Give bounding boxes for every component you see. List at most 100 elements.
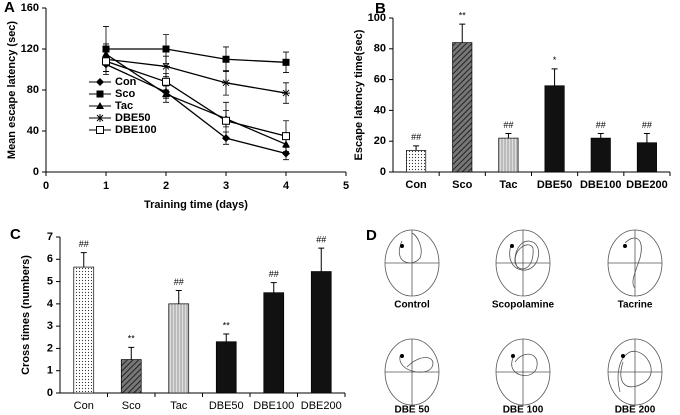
marker <box>96 126 104 134</box>
x-tick-label: 4 <box>283 180 290 192</box>
marker <box>282 58 290 66</box>
caption: Scopolamine <box>492 300 555 311</box>
marker <box>96 114 104 122</box>
error-bar <box>551 68 558 86</box>
x-tick-label: Con <box>405 179 427 191</box>
error-bar <box>318 247 325 272</box>
error-bar <box>643 133 650 143</box>
caption: Control <box>394 300 430 311</box>
line <box>105 60 287 137</box>
bar <box>310 271 332 394</box>
annotation: ## <box>503 120 513 130</box>
y-tick-label: 60 <box>374 74 386 86</box>
panel-letter: A <box>4 0 15 16</box>
y-tick-label: 5 <box>47 275 53 287</box>
legend-label: Con <box>115 76 137 88</box>
marker <box>282 132 290 141</box>
marker <box>222 55 230 63</box>
y-axis-label: Escape latency time(sec) <box>353 29 365 160</box>
marker <box>96 90 104 98</box>
y-axis-label: Cross times (numbers) <box>20 255 32 375</box>
marker <box>222 116 230 125</box>
x-tick-label: 5 <box>343 180 349 192</box>
marker <box>282 89 290 98</box>
bar <box>73 266 95 394</box>
line <box>106 48 287 63</box>
bar <box>263 292 285 394</box>
bar <box>636 142 657 173</box>
x-tick-label: Tac <box>499 179 517 191</box>
bar <box>120 359 142 394</box>
y-tick-label: 0 <box>380 166 386 178</box>
caption: DBE 50 <box>394 405 429 415</box>
y-tick-label: 7 <box>47 231 53 243</box>
x-tick-label: 2 <box>163 180 169 192</box>
line <box>105 63 287 155</box>
y-tick-label: 80 <box>27 84 39 96</box>
panel-letter: C <box>10 226 21 243</box>
x-tick-label: DBE200 <box>626 179 668 191</box>
bar <box>168 303 190 394</box>
x-tick-label: 0 <box>43 180 49 192</box>
y-tick-label: 40 <box>374 104 386 116</box>
y-tick-label: 80 <box>374 43 386 55</box>
marker <box>96 102 104 109</box>
marker <box>162 77 170 86</box>
error-bar <box>80 252 87 268</box>
x-tick-label: Con <box>74 400 94 412</box>
marker <box>96 78 104 86</box>
error-bar <box>175 289 182 304</box>
line <box>105 58 287 94</box>
y-tick-label: 20 <box>374 135 386 147</box>
legend-label: DBE100 <box>115 124 157 136</box>
error-bar <box>223 333 230 342</box>
x-tick-label: Sco <box>452 179 472 191</box>
x-tick-label: Tac <box>170 400 188 412</box>
marker <box>102 57 110 66</box>
error-bar <box>459 23 466 43</box>
panel-letter: D <box>366 227 377 244</box>
x-tick-label: DBE100 <box>253 400 294 412</box>
bar <box>590 137 611 173</box>
y-tick-label: 6 <box>47 253 53 265</box>
x-tick-label: DBE100 <box>580 179 622 191</box>
panel-d <box>384 229 663 406</box>
annotation: ## <box>642 120 652 130</box>
caption: Tacrine <box>618 300 653 311</box>
y-tick-label: 1 <box>47 365 53 377</box>
annotation: ## <box>79 239 89 249</box>
marker <box>162 90 170 98</box>
x-axis-label: Training time (days) <box>144 199 248 211</box>
x-tick-label: 3 <box>223 180 229 192</box>
annotation: ## <box>316 235 326 245</box>
annotation: ## <box>596 120 606 130</box>
y-tick-label: 4 <box>47 298 54 310</box>
y-tick-label: 0 <box>33 166 39 178</box>
x-tick-label: DBE200 <box>301 400 342 412</box>
y-tick-label: 40 <box>27 125 39 137</box>
legend-label: Sco <box>115 88 135 100</box>
bar <box>544 85 565 173</box>
bar <box>498 137 519 173</box>
y-tick-label: 2 <box>47 342 53 354</box>
error-bar <box>597 133 604 139</box>
y-tick-label: 120 <box>21 43 39 55</box>
y-tick-label: 160 <box>21 2 39 14</box>
x-tick-label: Sco <box>122 400 141 412</box>
annotation: * <box>553 55 557 65</box>
error-bar <box>128 346 135 360</box>
annotation: ** <box>128 334 136 344</box>
panel-letter: B <box>375 0 386 17</box>
line <box>105 53 287 145</box>
x-tick-label: 1 <box>103 180 109 192</box>
annotation: ** <box>459 11 467 21</box>
error-bar <box>413 145 420 151</box>
y-axis-label: Mean escape latency (sec) <box>6 21 18 160</box>
annotation: ** <box>223 320 231 330</box>
bar <box>452 42 473 173</box>
bar <box>406 150 427 173</box>
error-bar <box>505 133 512 139</box>
y-tick-label: 100 <box>368 12 386 24</box>
bar <box>215 341 237 394</box>
